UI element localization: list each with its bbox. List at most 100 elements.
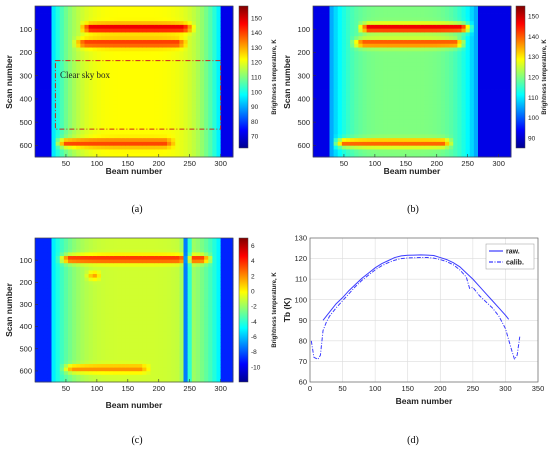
heatmap-b-cell bbox=[461, 145, 467, 150]
heatmap-b-cell bbox=[498, 36, 504, 41]
heatmap-a-cell bbox=[162, 24, 168, 30]
heatmap-b-cell bbox=[502, 24, 508, 30]
heatmap-b-cell bbox=[391, 115, 396, 120]
heatmap-b-cell bbox=[494, 89, 500, 94]
heatmap-a-cell bbox=[200, 111, 205, 116]
heatmap-a-cell bbox=[179, 6, 184, 11]
heatmap-c-cell bbox=[88, 274, 94, 278]
heatmap-a-cell bbox=[117, 24, 123, 30]
heatmap-b-cell bbox=[399, 115, 405, 120]
heatmap-b-cell bbox=[482, 153, 487, 158]
heatmap-c-cell bbox=[76, 338, 81, 343]
heatmap-a-cell bbox=[158, 96, 164, 101]
heatmap-b-cell bbox=[313, 104, 318, 109]
heatmap-b-ytick-label: 200 bbox=[297, 48, 310, 57]
heatmap-a-cell bbox=[183, 123, 189, 128]
heatmap-a-cell bbox=[63, 32, 69, 37]
heatmap-b-cell bbox=[453, 81, 458, 86]
heatmap-c-cell bbox=[125, 346, 131, 350]
heatmap-a-cell bbox=[51, 6, 57, 11]
heatmap-c-cell bbox=[72, 259, 77, 264]
heatmap-b-cell bbox=[366, 47, 372, 52]
heatmap-c-cell bbox=[92, 367, 98, 372]
heatmap-c-cell bbox=[76, 270, 81, 275]
heatmap-c-cell bbox=[134, 302, 139, 307]
heatmap-a-cell bbox=[187, 32, 193, 37]
heatmap-a-cell bbox=[105, 145, 110, 150]
heatmap-b-cell bbox=[366, 6, 372, 11]
heatmap-a-cell bbox=[88, 17, 94, 22]
heatmap-b-cell bbox=[428, 104, 434, 109]
heatmap-a-cell bbox=[117, 43, 123, 48]
heatmap-a-cell bbox=[134, 24, 139, 30]
heatmap-c-cell bbox=[92, 331, 98, 336]
heatmap-b-cell bbox=[313, 24, 318, 30]
heatmap-b-cell bbox=[486, 81, 491, 86]
heatmap-c-cell bbox=[68, 320, 73, 325]
heatmap-c-cell bbox=[55, 371, 61, 376]
heatmap-c-cell bbox=[92, 245, 98, 250]
heatmap-a-cell bbox=[183, 62, 189, 67]
heatmap-c-cell bbox=[63, 331, 69, 336]
heatmap-a-cell bbox=[179, 149, 184, 154]
heatmap-a-cell bbox=[167, 73, 172, 79]
heatmap-b-cell bbox=[416, 24, 421, 30]
heatmap-a-cell bbox=[51, 130, 57, 135]
heatmap-c-cell bbox=[88, 288, 94, 293]
heatmap-a-cell bbox=[80, 13, 85, 18]
heatmap-a-cell bbox=[171, 70, 176, 75]
heatmap-b-cell bbox=[407, 104, 413, 109]
heatmap-b-cell bbox=[424, 130, 429, 135]
heatmap-a-cell bbox=[96, 39, 102, 45]
heatmap-b-cell bbox=[379, 81, 384, 86]
heatmap-a-cell bbox=[72, 21, 77, 26]
heatmap-b-cell bbox=[350, 85, 355, 90]
heatmap-b-cell bbox=[490, 107, 495, 113]
heatmap-c-cell bbox=[43, 245, 48, 250]
heatmap-c-cell bbox=[55, 328, 61, 332]
heatmap-a-cell bbox=[39, 43, 44, 48]
heatmap-b-cell bbox=[432, 6, 438, 11]
heatmap-a-cell bbox=[220, 21, 226, 26]
heatmap-b-cell bbox=[391, 119, 396, 124]
heatmap-c-cell bbox=[72, 346, 77, 350]
heatmap-c-cell bbox=[47, 292, 52, 296]
heatmap-b-cell bbox=[428, 62, 434, 67]
heatmap-a-cell bbox=[167, 66, 172, 71]
heatmap-b-cell bbox=[350, 126, 355, 131]
heatmap-a-cell bbox=[183, 28, 189, 33]
heatmap-c-cell bbox=[51, 299, 57, 304]
heatmap-b-cell bbox=[457, 107, 462, 113]
heatmap-a-cell bbox=[39, 96, 44, 101]
heatmap-a-cell bbox=[76, 153, 81, 158]
heatmap-a-cell bbox=[146, 21, 151, 26]
heatmap-a-cell bbox=[84, 145, 90, 150]
heatmap-a-cell bbox=[167, 39, 172, 45]
heatmap-a-cell bbox=[76, 130, 81, 135]
heatmap-a-cell bbox=[142, 21, 147, 26]
heatmap-a-cell bbox=[76, 89, 81, 94]
heatmap-a-cell bbox=[150, 85, 156, 90]
heatmap-b-cell bbox=[362, 62, 368, 67]
heatmap-b-cell bbox=[494, 47, 500, 52]
heatmap-c-cell bbox=[63, 248, 69, 253]
heatmap-a-cell bbox=[121, 13, 127, 18]
heatmap-a-cell bbox=[167, 111, 172, 116]
heatmap-b-cell bbox=[333, 43, 339, 48]
heatmap-a-cell bbox=[175, 149, 180, 154]
heatmap-a-cell bbox=[43, 111, 48, 116]
heatmap-a-cell bbox=[220, 153, 226, 158]
heatmap-c-cell bbox=[76, 371, 81, 376]
heatmap-c-cell bbox=[125, 281, 131, 286]
heatmap-b-cell bbox=[473, 32, 479, 37]
heatmap-b-cell bbox=[494, 141, 500, 147]
heatmap-c-cell bbox=[121, 274, 127, 278]
heatmap-b-cell bbox=[333, 149, 339, 154]
heatmap-a-cell bbox=[208, 96, 213, 101]
heatmap-b-cell bbox=[457, 32, 462, 37]
heatmap-a-cell bbox=[183, 85, 189, 90]
heatmap-a-cell bbox=[142, 104, 147, 109]
heatmap-b-cell bbox=[428, 58, 434, 64]
heatmap-b-cell bbox=[333, 39, 339, 45]
heatmap-a-cell bbox=[228, 126, 234, 131]
